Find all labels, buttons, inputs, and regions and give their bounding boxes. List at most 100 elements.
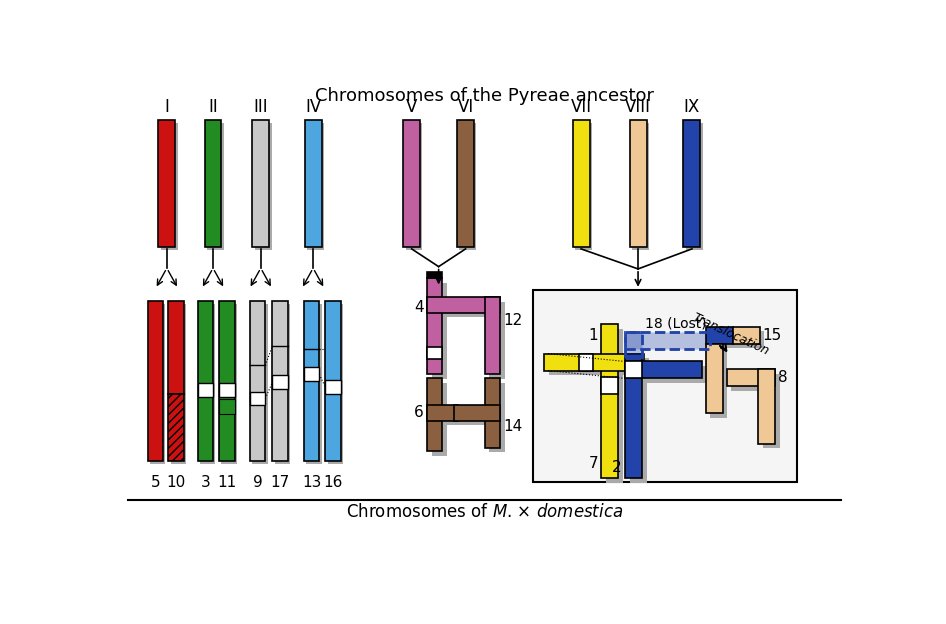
- Bar: [630, 120, 646, 247]
- Text: 16: 16: [324, 475, 342, 490]
- Bar: [485, 298, 500, 374]
- Bar: [489, 383, 505, 452]
- Bar: [533, 290, 797, 482]
- Text: VIII: VIII: [625, 98, 651, 115]
- Bar: [219, 384, 235, 397]
- Bar: [459, 410, 505, 425]
- Bar: [572, 120, 589, 247]
- Bar: [431, 410, 463, 425]
- Text: 7: 7: [588, 456, 598, 470]
- Text: 2: 2: [612, 459, 622, 474]
- Bar: [625, 361, 702, 378]
- Bar: [625, 332, 710, 349]
- Bar: [148, 301, 163, 461]
- Bar: [686, 123, 703, 250]
- Bar: [158, 120, 175, 247]
- Bar: [406, 123, 423, 250]
- Text: 6: 6: [414, 406, 424, 421]
- Bar: [219, 301, 235, 461]
- Text: 10: 10: [166, 475, 185, 490]
- Bar: [204, 120, 221, 247]
- Bar: [198, 301, 213, 461]
- Bar: [758, 369, 775, 444]
- Text: II: II: [208, 98, 218, 115]
- Bar: [625, 354, 642, 479]
- Bar: [683, 120, 700, 247]
- Bar: [427, 378, 443, 451]
- Bar: [304, 368, 320, 381]
- Bar: [207, 123, 224, 250]
- Bar: [274, 303, 290, 464]
- Text: III: III: [254, 98, 268, 115]
- Bar: [431, 302, 505, 318]
- Text: Chromosomes of $M$. × $domestica$: Chromosomes of $M$. × $domestica$: [346, 503, 623, 521]
- Text: 5: 5: [150, 475, 160, 490]
- Bar: [253, 303, 268, 464]
- Bar: [403, 120, 420, 247]
- Bar: [485, 378, 500, 447]
- Text: I: I: [165, 98, 169, 115]
- Bar: [762, 374, 780, 448]
- Bar: [710, 331, 764, 348]
- Text: 1: 1: [588, 328, 598, 343]
- Bar: [221, 303, 236, 464]
- Bar: [632, 123, 649, 250]
- Bar: [219, 399, 235, 414]
- Text: 11: 11: [218, 475, 236, 490]
- Text: 4: 4: [414, 300, 424, 314]
- Bar: [161, 123, 178, 250]
- Bar: [427, 272, 443, 278]
- Bar: [305, 120, 322, 247]
- Bar: [489, 302, 505, 379]
- Bar: [460, 123, 477, 250]
- Text: IX: IX: [684, 98, 700, 115]
- Bar: [630, 358, 646, 483]
- Bar: [727, 369, 775, 386]
- Bar: [250, 301, 266, 461]
- Bar: [327, 303, 343, 464]
- Bar: [325, 301, 341, 461]
- Bar: [250, 391, 266, 406]
- Bar: [168, 394, 184, 461]
- Text: 18 (Lost): 18 (Lost): [645, 316, 707, 331]
- Bar: [149, 303, 166, 464]
- Text: 14: 14: [503, 419, 522, 434]
- Bar: [601, 378, 618, 394]
- Bar: [710, 348, 727, 417]
- Text: IV: IV: [305, 98, 322, 115]
- Text: Chromosomes of the Pyreae ancestor: Chromosomes of the Pyreae ancestor: [315, 87, 655, 105]
- Bar: [733, 327, 760, 344]
- Bar: [200, 303, 216, 464]
- Bar: [579, 354, 593, 371]
- Text: 17: 17: [271, 475, 289, 490]
- Bar: [198, 384, 213, 397]
- Bar: [427, 278, 443, 374]
- Bar: [549, 358, 649, 375]
- Bar: [454, 405, 500, 421]
- Bar: [427, 405, 458, 421]
- Bar: [630, 366, 707, 383]
- Bar: [168, 301, 184, 394]
- Text: 12: 12: [503, 313, 522, 328]
- Bar: [731, 374, 780, 391]
- Bar: [427, 347, 443, 359]
- Bar: [575, 123, 592, 250]
- Bar: [325, 380, 341, 394]
- Bar: [625, 332, 642, 358]
- Bar: [307, 123, 324, 250]
- Bar: [601, 324, 618, 479]
- Bar: [431, 283, 447, 379]
- Bar: [254, 123, 272, 250]
- Bar: [625, 361, 642, 378]
- Bar: [544, 354, 644, 371]
- Bar: [272, 301, 288, 461]
- Bar: [304, 301, 320, 461]
- Bar: [427, 298, 500, 313]
- Bar: [170, 303, 186, 464]
- Bar: [253, 120, 270, 247]
- Bar: [457, 120, 474, 247]
- Bar: [272, 376, 288, 389]
- Bar: [307, 303, 322, 464]
- Bar: [625, 332, 710, 349]
- Bar: [431, 383, 447, 456]
